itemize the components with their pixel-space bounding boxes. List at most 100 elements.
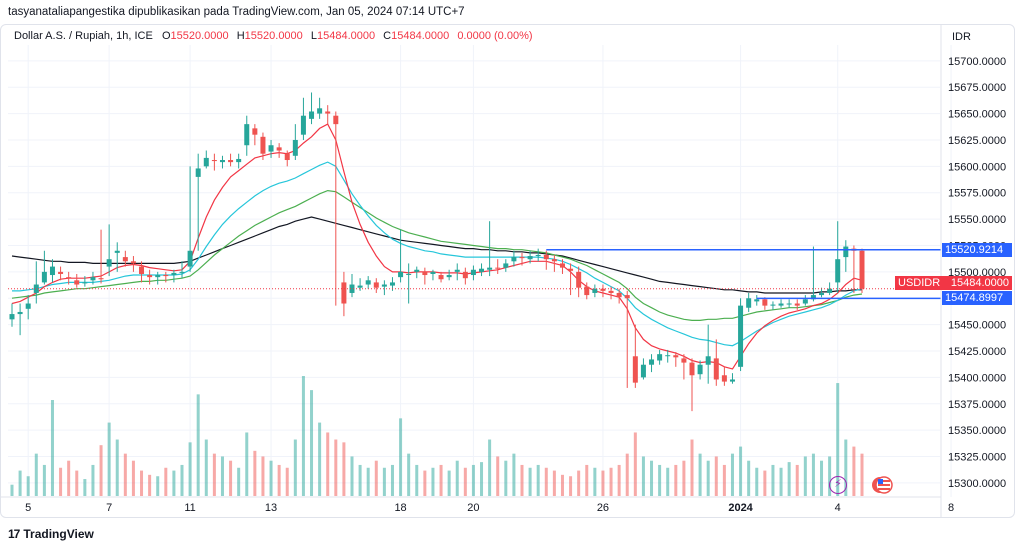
volume-bar	[293, 439, 297, 496]
candle-body	[284, 153, 290, 161]
candle-body	[754, 299, 760, 302]
volume-bar	[552, 470, 556, 496]
candle-body	[106, 259, 112, 267]
price-axis: 15700.0000 15675.0000 15650.0000 15625.0000…	[940, 24, 1006, 518]
lightning-icon[interactable]: ⚡	[829, 476, 847, 494]
time-tick-label: 13	[265, 502, 277, 514]
candle-body	[41, 271, 47, 283]
candle-body	[705, 356, 711, 365]
price-tick-label: 15700.0000	[948, 56, 1006, 68]
time-tick-label: 26	[597, 502, 609, 514]
ma-green-line	[11, 189, 863, 321]
volume-bar	[172, 470, 176, 496]
candle-body	[58, 271, 64, 274]
time-tick-label: 5	[25, 502, 31, 514]
price-tick-label: 15675.0000	[948, 82, 1006, 94]
volume-bar	[747, 460, 751, 496]
candle-body	[438, 275, 444, 280]
volume-bar	[739, 446, 743, 496]
candle-body	[568, 268, 574, 271]
symbol-name[interactable]: Dollar A.S. / Rupiah, 1h, ICE	[14, 30, 153, 42]
candle-body	[559, 263, 565, 268]
candle-body	[82, 282, 88, 284]
candle-body	[495, 267, 501, 269]
candle-body	[843, 246, 849, 258]
candle-body	[300, 115, 306, 135]
candle-body	[252, 128, 258, 135]
chart-panel	[0, 24, 1015, 518]
candle-body	[325, 111, 331, 114]
candle-body	[389, 282, 395, 286]
us-flag-icon[interactable]	[871, 476, 893, 494]
candle-body	[527, 256, 533, 260]
volume-bar	[399, 418, 403, 496]
volume-bar	[99, 445, 103, 496]
volume-bar	[358, 464, 362, 496]
volume-bar	[407, 453, 411, 496]
upper-level-tag[interactable]: 15520.9214	[942, 242, 1012, 257]
price-tick-label: 15375.0000	[948, 399, 1006, 411]
time-tick-label: 4	[835, 502, 841, 514]
candle-body	[25, 303, 31, 309]
candle-body	[640, 364, 646, 378]
volume-bar	[771, 464, 775, 496]
candle-body	[90, 277, 96, 281]
volume-bar	[50, 400, 54, 496]
volume-bar	[301, 376, 305, 496]
volume-bar	[164, 467, 168, 496]
price-tick-label: 15450.0000	[948, 320, 1006, 332]
volume-bar	[811, 453, 815, 496]
currency-label[interactable]: IDR	[952, 31, 971, 43]
change-value: 0.0000 (0.00%)	[457, 30, 533, 42]
volume-bar	[690, 439, 694, 496]
volume-bar	[844, 439, 848, 496]
volume-bar	[633, 432, 637, 496]
volume-bar	[755, 467, 759, 496]
volume-bar	[318, 422, 322, 496]
candle-body	[381, 284, 387, 287]
close-label: C	[383, 30, 392, 42]
candle-body	[122, 257, 128, 262]
candle-body	[487, 267, 493, 270]
volume-bar	[569, 476, 573, 496]
volume-bar	[18, 470, 22, 496]
candle-body	[33, 284, 39, 293]
volume-bar	[674, 464, 678, 496]
candle-body	[114, 250, 120, 253]
volume-bar	[536, 464, 540, 496]
candle-body	[349, 284, 355, 293]
candle-body	[147, 275, 153, 278]
candle-body	[398, 271, 404, 278]
volume-bar	[334, 439, 338, 496]
candle-body	[74, 280, 80, 285]
candle-body	[762, 299, 768, 306]
lower-level-tag[interactable]: 15474.8997	[942, 291, 1012, 306]
candle-body	[179, 271, 185, 273]
candle-body	[592, 288, 598, 293]
candle-body	[511, 257, 517, 262]
volume-bar	[148, 474, 152, 496]
candle-body	[414, 269, 420, 272]
volume-bar	[504, 460, 508, 496]
candle-body	[503, 263, 509, 268]
candle-body	[260, 136, 266, 154]
candle-body	[721, 375, 727, 382]
volume-bar	[382, 467, 386, 496]
close-value: 15484.0000	[391, 30, 450, 42]
candle-body	[309, 111, 315, 119]
volume-bar	[285, 467, 289, 496]
candle-body	[163, 275, 169, 277]
volume-bar	[269, 460, 273, 496]
tradingview-brand[interactable]: 17 TradingView	[8, 527, 94, 541]
volume-bar	[544, 467, 548, 496]
symbol-price-tag[interactable]: USDIDR 15484.0000	[895, 276, 1012, 290]
candle-body	[430, 271, 436, 274]
candle-body	[810, 295, 816, 300]
volume-bar	[26, 476, 30, 496]
volume-bar	[59, 467, 63, 496]
volume-bar	[342, 442, 346, 496]
volume-bar	[528, 467, 532, 496]
symbol-legend: Dollar A.S. / Rupiah, 1h, ICE O15520.000…	[14, 30, 538, 42]
candle-body	[98, 278, 104, 280]
